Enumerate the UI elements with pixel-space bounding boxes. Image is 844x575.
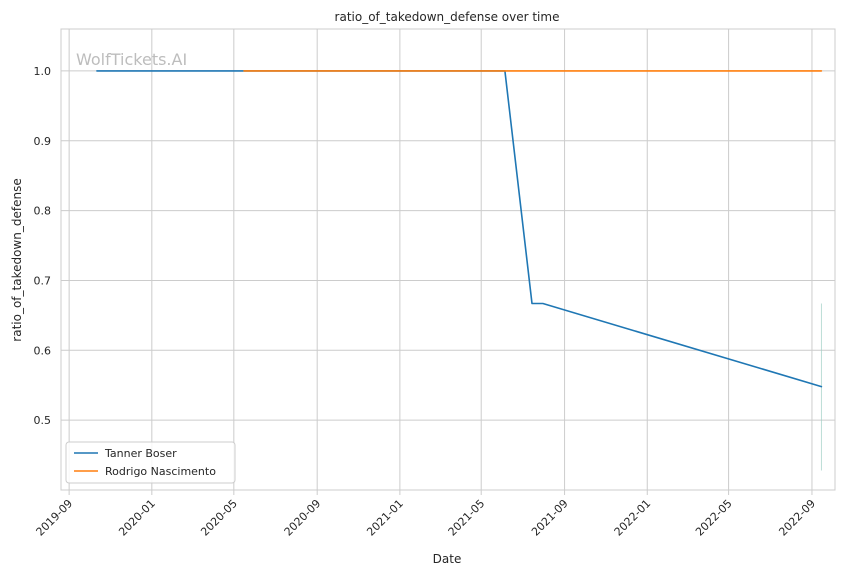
chart-title: ratio_of_takedown_defense over time — [335, 10, 560, 24]
series-layer — [96, 70, 823, 471]
y-tick-label: 0.9 — [34, 135, 52, 148]
plot-frame — [60, 28, 836, 491]
legend-label-rodrigo-nascimento: Rodrigo Nascimento — [105, 465, 216, 478]
watermark-text: WolfTickets.AI — [76, 50, 187, 69]
plot-area: WolfTickets.AI — [60, 28, 836, 491]
y-tick-label: 0.8 — [34, 205, 52, 218]
legend: Tanner Boser Rodrigo Nascimento — [65, 441, 236, 484]
legend-label-tanner-boser: Tanner Boser — [104, 447, 177, 460]
y-tick-label: 1.0 — [34, 65, 52, 78]
legend-box — [65, 441, 236, 484]
y-axis-title: ratio_of_takedown_defense — [10, 178, 24, 341]
y-tick-label: 0.7 — [34, 274, 52, 287]
x-axis-title: Date — [433, 552, 462, 566]
y-tick-label: 0.5 — [34, 414, 52, 427]
y-tick-label: 0.6 — [34, 344, 52, 357]
y-axis-ticks: 0.5 0.6 0.7 0.8 0.9 1.0 — [34, 65, 52, 427]
